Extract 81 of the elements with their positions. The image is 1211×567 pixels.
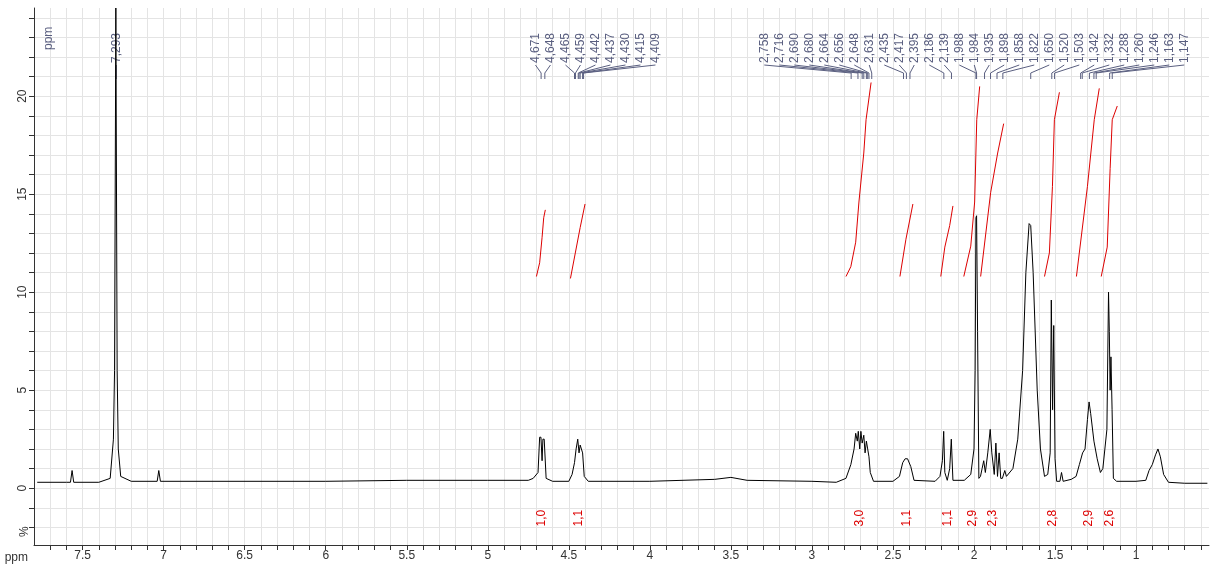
x-tick-label: 3.5 <box>722 548 740 562</box>
annotation: 1,520 <box>1057 32 1072 63</box>
annotation: 4,430 <box>618 32 633 63</box>
x-tick-label: 6.5 <box>236 548 254 562</box>
annotation: 4,671 <box>528 32 543 63</box>
annotation: 1,650 <box>1042 32 1057 63</box>
annotation: 2,417 <box>892 32 907 63</box>
annotation: 2,656 <box>832 32 847 63</box>
line-series <box>963 85 981 277</box>
annotation: 1,988 <box>952 32 967 63</box>
annotation: 1,288 <box>1117 32 1132 63</box>
x-tick-label: 7 <box>160 548 168 562</box>
annotation: 1,163 <box>1162 32 1177 63</box>
y-tick-label: 20 <box>15 89 29 103</box>
line-series <box>845 81 872 277</box>
x-tick-label: 7.5 <box>74 548 92 562</box>
annotation: ppm <box>41 26 55 50</box>
x-tick-label: 3 <box>808 548 816 562</box>
annotation: 1,246 <box>1147 32 1162 63</box>
y-tick-label: 10 <box>15 285 29 299</box>
annotation: 1,342 <box>1087 32 1102 63</box>
x-tick-label: 1.5 <box>1046 548 1064 562</box>
y-tick-label: 15 <box>15 187 29 201</box>
annotation: 4,648 <box>543 32 558 63</box>
annotation: 4,415 <box>633 32 648 63</box>
line-series <box>940 205 954 277</box>
line-series <box>980 123 1005 277</box>
line-series <box>36 7 1208 484</box>
line-series <box>1044 91 1060 277</box>
annotation: 2,690 <box>787 32 802 63</box>
x-tick-label: 5 <box>484 548 492 562</box>
annotation: 1,1 <box>939 509 954 527</box>
x-tick-label: 6 <box>322 548 330 562</box>
annotation: 1,858 <box>1012 32 1027 63</box>
x-tick-label: 4.5 <box>560 548 578 562</box>
line-series <box>1075 87 1100 277</box>
x-tick-label: 2 <box>970 548 978 562</box>
annotation: 1,503 <box>1072 32 1087 63</box>
x-tick-label: 5.5 <box>398 548 416 562</box>
annotation: 2,9 <box>964 509 979 527</box>
annotation: 4,442 <box>588 32 603 63</box>
annotation: 1,0 <box>533 509 548 527</box>
annotation: 2,8 <box>1044 509 1059 527</box>
x-axis-title: ppm <box>4 550 28 564</box>
annotation: 1,260 <box>1132 32 1147 63</box>
annotation: 4,437 <box>603 32 618 63</box>
annotation: 2,3 <box>985 509 1000 527</box>
annotation: 4,465 <box>558 32 573 63</box>
y-tick-label: 5 <box>15 386 29 394</box>
y-axis-title: % <box>17 526 31 537</box>
annotation: 2,631 <box>862 32 877 63</box>
annotation: 1,984 <box>967 32 982 63</box>
annotation: 2,6 <box>1102 509 1117 527</box>
annotation: 2,186 <box>922 32 937 63</box>
annotation: 7,293 <box>109 32 124 63</box>
annotation: 2,395 <box>907 32 922 63</box>
annotation: 1,1 <box>899 509 914 527</box>
annotation: 1,898 <box>997 32 1012 63</box>
x-tick-label: 2.5 <box>884 548 902 562</box>
x-tick-label: 4 <box>646 548 654 562</box>
annotation: 2,648 <box>847 32 862 63</box>
annotation: 2,680 <box>802 32 817 63</box>
annotation: 1,1 <box>570 509 585 527</box>
annotation: 1,935 <box>982 32 997 63</box>
annotation: 2,139 <box>937 32 952 63</box>
annotation: 2,9 <box>1080 509 1095 527</box>
annotation: 1,147 <box>1177 32 1192 63</box>
line-series <box>1100 105 1118 277</box>
annotation: 2,435 <box>877 32 892 63</box>
annotation: 2,664 <box>817 32 832 63</box>
annotation: 2,758 <box>757 32 772 63</box>
line-series <box>535 209 546 277</box>
annotation: 2,716 <box>772 32 787 63</box>
x-tick-label: 1 <box>1132 548 1140 562</box>
annotation: 1,822 <box>1027 32 1042 63</box>
annotation: 1,332 <box>1102 32 1117 63</box>
annotation: 4,409 <box>648 32 663 63</box>
annotation: 3,0 <box>851 509 866 527</box>
y-tick-label: 0 <box>15 484 29 492</box>
annotation: 4,459 <box>573 32 588 63</box>
line-series <box>569 203 586 279</box>
